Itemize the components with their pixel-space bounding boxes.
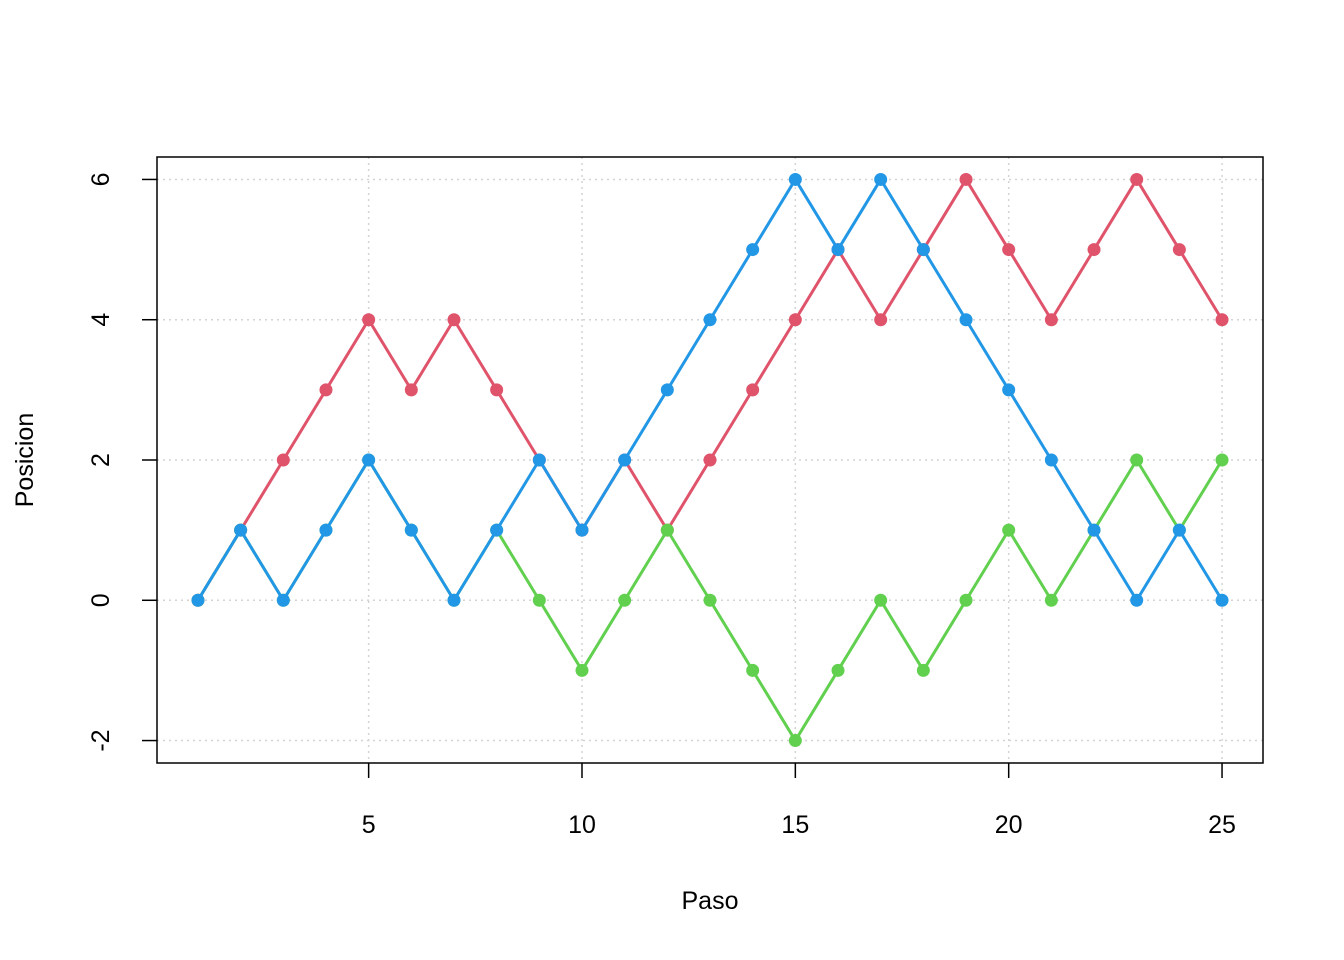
data-point bbox=[959, 313, 973, 327]
data-point bbox=[1087, 523, 1101, 537]
data-point bbox=[532, 453, 546, 467]
data-point bbox=[1002, 243, 1016, 257]
series-line bbox=[196, 177, 1224, 602]
data-point bbox=[575, 523, 589, 537]
data-point bbox=[746, 663, 760, 677]
y-tick-label: -2 bbox=[87, 729, 115, 751]
data-point bbox=[1172, 243, 1186, 257]
data-point bbox=[319, 523, 333, 537]
x-tick-label: 25 bbox=[1208, 811, 1236, 839]
data-point bbox=[959, 593, 973, 607]
data-point bbox=[1044, 593, 1058, 607]
data-point bbox=[1044, 453, 1058, 467]
data-point bbox=[362, 453, 376, 467]
data-point bbox=[1044, 313, 1058, 327]
data-point bbox=[1172, 523, 1186, 537]
data-point bbox=[1002, 383, 1016, 397]
data-point bbox=[916, 243, 930, 257]
series-3 bbox=[191, 172, 1229, 607]
data-point bbox=[404, 523, 418, 537]
x-tick-label: 5 bbox=[362, 811, 376, 839]
data-point bbox=[746, 383, 760, 397]
data-point bbox=[1130, 593, 1144, 607]
y-tick-label: 0 bbox=[87, 593, 115, 607]
data-point bbox=[660, 383, 674, 397]
data-point bbox=[703, 453, 717, 467]
x-axis-title: Paso bbox=[682, 887, 739, 915]
data-point bbox=[447, 593, 461, 607]
x-tick-label: 10 bbox=[568, 811, 596, 839]
data-point bbox=[234, 523, 248, 537]
data-point bbox=[319, 383, 333, 397]
data-point bbox=[362, 313, 376, 327]
y-tick-label: 2 bbox=[87, 453, 115, 467]
data-point bbox=[1130, 172, 1144, 186]
data-point bbox=[874, 593, 888, 607]
data-point bbox=[831, 243, 845, 257]
data-point bbox=[276, 453, 290, 467]
series-line bbox=[196, 177, 1224, 602]
data-point bbox=[788, 734, 802, 748]
data-point bbox=[916, 663, 930, 677]
y-tick-label: 4 bbox=[87, 313, 115, 327]
data-point bbox=[831, 663, 845, 677]
x-tick-label: 15 bbox=[781, 811, 809, 839]
data-point bbox=[447, 313, 461, 327]
data-point bbox=[618, 593, 632, 607]
series-1 bbox=[191, 172, 1229, 607]
data-point bbox=[404, 383, 418, 397]
y-axis: -2 0 2 4 6 bbox=[87, 172, 157, 752]
data-point bbox=[191, 593, 205, 607]
y-axis-title: Posicion bbox=[11, 413, 39, 508]
data-point bbox=[490, 523, 504, 537]
data-point bbox=[1002, 523, 1016, 537]
data-point bbox=[788, 172, 802, 186]
data-point bbox=[1215, 313, 1229, 327]
data-point bbox=[575, 663, 589, 677]
data-point bbox=[1087, 243, 1101, 257]
data-point bbox=[490, 383, 504, 397]
y-tick-label: 6 bbox=[87, 172, 115, 186]
data-point bbox=[746, 243, 760, 257]
data-point bbox=[1130, 453, 1144, 467]
data-point bbox=[660, 523, 674, 537]
data-point bbox=[788, 313, 802, 327]
data-point bbox=[532, 593, 546, 607]
x-axis: 5 10 15 20 25 bbox=[362, 763, 1236, 839]
data-point bbox=[1215, 453, 1229, 467]
data-point bbox=[874, 313, 888, 327]
x-tick-label: 20 bbox=[995, 811, 1023, 839]
data-point bbox=[1215, 593, 1229, 607]
data-point bbox=[276, 593, 290, 607]
data-point bbox=[618, 453, 632, 467]
data-point bbox=[959, 172, 973, 186]
data-point bbox=[874, 172, 888, 186]
series-lines bbox=[191, 172, 1229, 748]
data-point bbox=[703, 593, 717, 607]
data-point bbox=[703, 313, 717, 327]
